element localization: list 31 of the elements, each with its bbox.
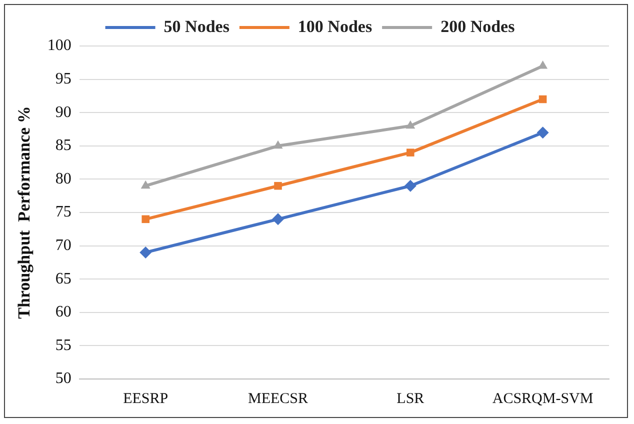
y-tick-label: 55 <box>55 336 72 354</box>
legend-label: 200 Nodes <box>440 16 516 36</box>
point <box>273 140 283 149</box>
y-tick-label: 90 <box>55 104 72 121</box>
y-tick-label: 50 <box>55 370 72 388</box>
point <box>536 126 549 139</box>
point <box>406 148 414 156</box>
y-axis-title: Throughput Performance % <box>14 106 34 319</box>
y-tick-label: 65 <box>55 270 72 288</box>
point <box>140 180 150 189</box>
legend-label: 100 Nodes <box>298 16 372 36</box>
point <box>142 215 150 224</box>
point <box>538 95 547 104</box>
legend-label: 50 Nodes <box>164 16 230 36</box>
y-tick-label: 70 <box>55 237 72 254</box>
y-tick-label: 80 <box>55 170 72 188</box>
y-tick-label: 75 <box>55 204 72 221</box>
point <box>538 60 548 69</box>
y-tick-label: 95 <box>55 70 72 88</box>
x-tick-label: EESRP <box>123 390 168 407</box>
point <box>140 246 152 258</box>
x-tick-label: ACSRQM-SVM <box>492 390 594 407</box>
point <box>404 180 416 192</box>
point <box>406 120 416 129</box>
y-tick-label: 100 <box>47 37 72 54</box>
x-tick-label: MEECSR <box>248 390 308 407</box>
point <box>274 182 282 190</box>
x-tick-label: LSR <box>396 390 424 407</box>
y-tick-label: 85 <box>55 137 72 154</box>
point <box>272 213 284 226</box>
y-tick-label: 60 <box>55 304 72 321</box>
